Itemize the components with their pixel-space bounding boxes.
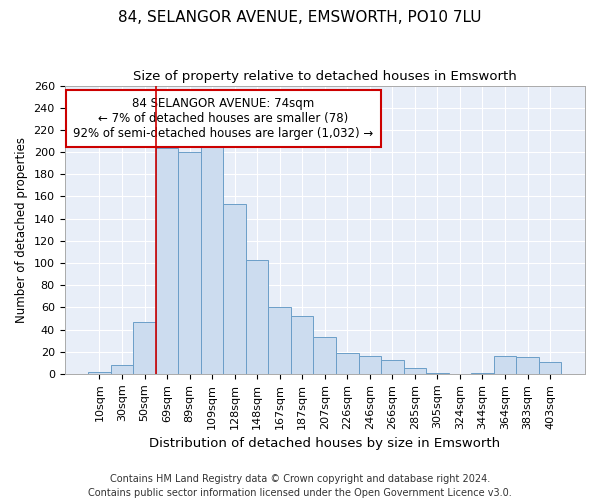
Bar [336,353,359,374]
Text: Contains HM Land Registry data © Crown copyright and database right 2024.
Contai: Contains HM Land Registry data © Crown c… [88,474,512,498]
Bar [201,146,223,374]
Bar [133,322,156,374]
X-axis label: Distribution of detached houses by size in Emsworth: Distribution of detached houses by size … [149,437,500,450]
Text: 84, SELANGOR AVENUE, EMSWORTH, PO10 7LU: 84, SELANGOR AVENUE, EMSWORTH, PO10 7LU [118,10,482,25]
Bar [359,356,381,374]
Bar [178,152,201,374]
Y-axis label: Number of detached properties: Number of detached properties [15,136,28,323]
Bar [426,373,449,374]
Bar [111,365,133,374]
Bar [291,316,313,374]
Bar [494,356,516,374]
Bar [88,372,111,374]
Bar [156,148,178,374]
Title: Size of property relative to detached houses in Emsworth: Size of property relative to detached ho… [133,70,517,83]
Bar [223,204,246,374]
Bar [404,368,426,374]
Bar [246,260,268,374]
Bar [471,373,494,374]
Bar [268,308,291,374]
Bar [539,362,562,374]
Text: 84 SELANGOR AVENUE: 74sqm
← 7% of detached houses are smaller (78)
92% of semi-d: 84 SELANGOR AVENUE: 74sqm ← 7% of detach… [73,96,373,140]
Bar [381,360,404,374]
Bar [313,338,336,374]
Bar [516,358,539,374]
